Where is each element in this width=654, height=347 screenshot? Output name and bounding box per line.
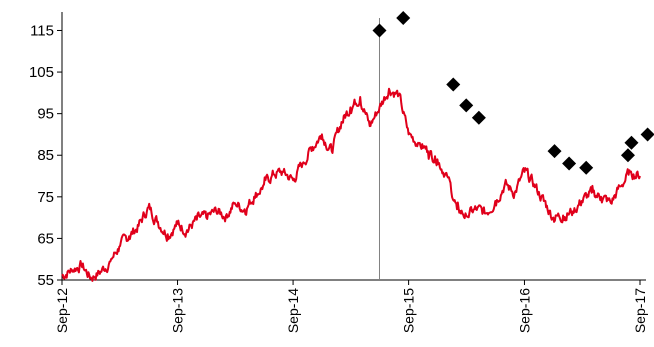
target-diamond-marker (372, 23, 387, 38)
price-series-line (61, 87, 641, 282)
y-tick-label: 95 (37, 106, 54, 123)
y-tick-label: 55 (37, 272, 54, 289)
target-diamond-marker (396, 11, 411, 25)
target-diamond-marker (624, 135, 639, 150)
target-diamond-marker (459, 98, 474, 113)
target-diamond-marker (471, 110, 486, 125)
y-tick-label: 115 (30, 22, 54, 39)
target-diamond-marker (562, 156, 577, 171)
y-tick-label: 85 (37, 147, 54, 164)
y-tick-label: 75 (37, 189, 54, 206)
x-tick-label: Sep-16 (516, 288, 532, 333)
target-diamond-marker (640, 127, 654, 142)
target-diamond-marker (620, 148, 635, 163)
target-diamond-marker (446, 77, 461, 92)
x-tick-label: Sep-12 (54, 288, 70, 333)
y-tick-label: 65 (37, 230, 54, 247)
tick-labels: 55 65 75 85 95 105 115 Sep-12 Sep-13 Sep-14 Sep-15… (29, 22, 648, 333)
axes (57, 12, 646, 285)
target-diamond-marker (579, 160, 594, 175)
x-tick-label: Sep-15 (401, 288, 417, 333)
y-tick-label: 105 (29, 64, 54, 81)
series-group (61, 11, 654, 282)
x-tick-label: Sep-14 (285, 288, 301, 333)
x-tick-label: Sep-17 (632, 288, 648, 333)
x-tick-label: Sep-13 (170, 288, 186, 333)
target-diamond-marker (547, 144, 562, 159)
